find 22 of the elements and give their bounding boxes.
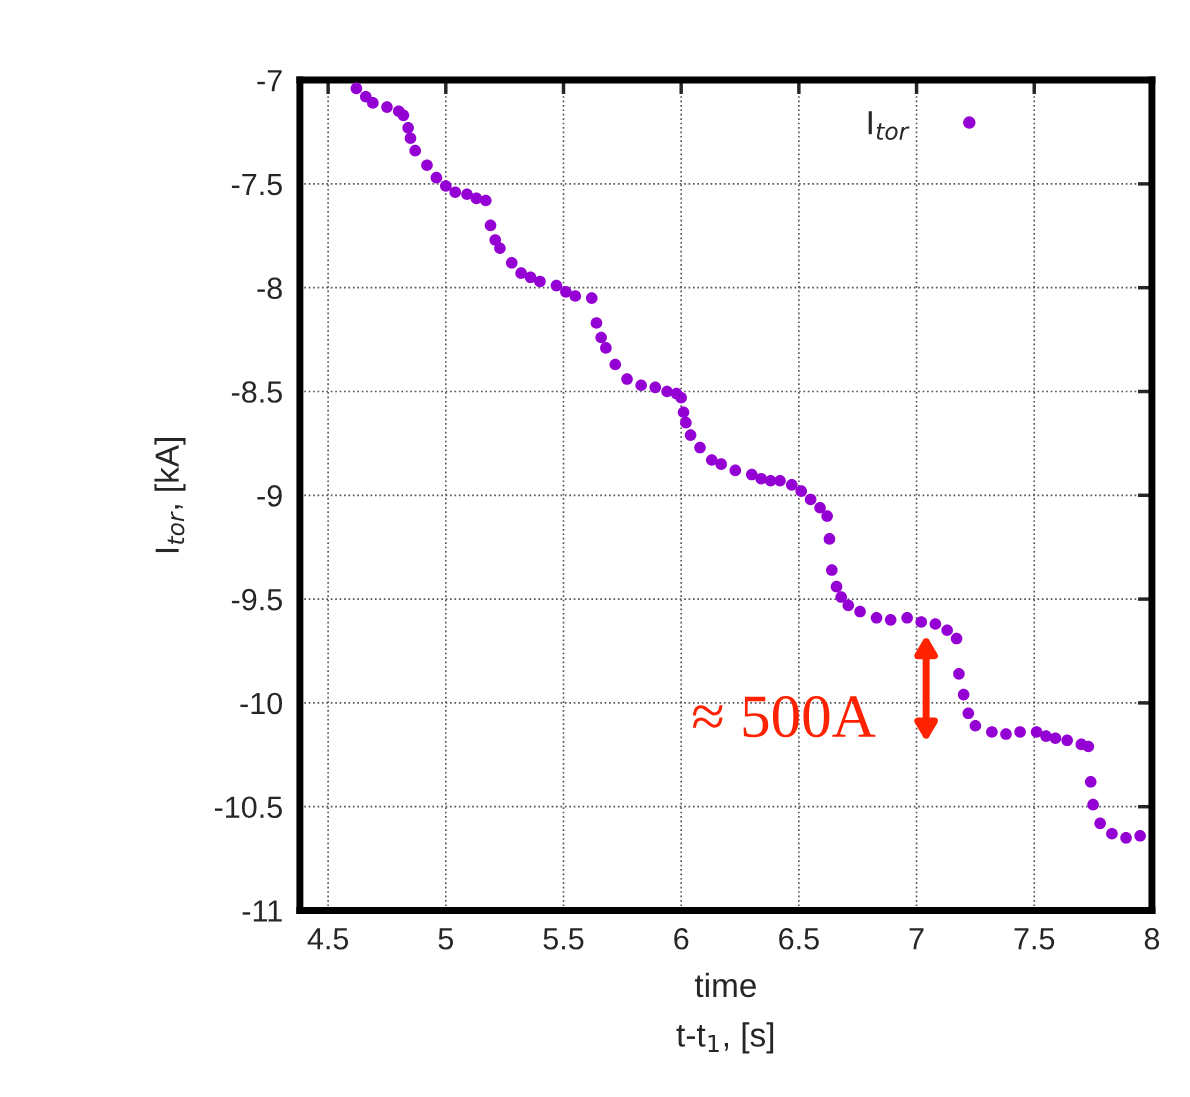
x-tick-label: 7 [909, 928, 924, 950]
y-tick-label: -10 [240, 692, 283, 715]
x-tick-label: 8 [1144, 927, 1160, 950]
x-tick-label: 4.5 [307, 928, 349, 950]
y-tick-label: -7.5 [231, 173, 282, 196]
y-tick-label: -10.5 [214, 796, 282, 819]
x-axis-title: t-t$_{1}$, [s] [676, 1022, 774, 1054]
x-tick-label: 5.5 [543, 928, 584, 950]
y-tick-label: -9 [257, 485, 282, 507]
x-tick-label: 6 [674, 927, 689, 950]
y-tick-label: -7 [257, 70, 282, 92]
text: time [694, 972, 756, 998]
y-tick-label: -8 [257, 277, 282, 300]
x-tick-label: 5 [438, 928, 454, 950]
y-tick-label: -11 [242, 900, 282, 922]
annotation: ≈ 500A [692, 696, 876, 738]
legend-label: I$_{tor}$ [868, 111, 910, 140]
x-tick-label: 7.5 [1014, 928, 1055, 950]
y-axis-title: I$_{tor}$, [kA] [154, 438, 186, 553]
y-tick-label: -9.5 [231, 588, 282, 611]
x-tick-label: 6.5 [779, 927, 819, 950]
y-tick-label: -8.5 [231, 381, 282, 403]
